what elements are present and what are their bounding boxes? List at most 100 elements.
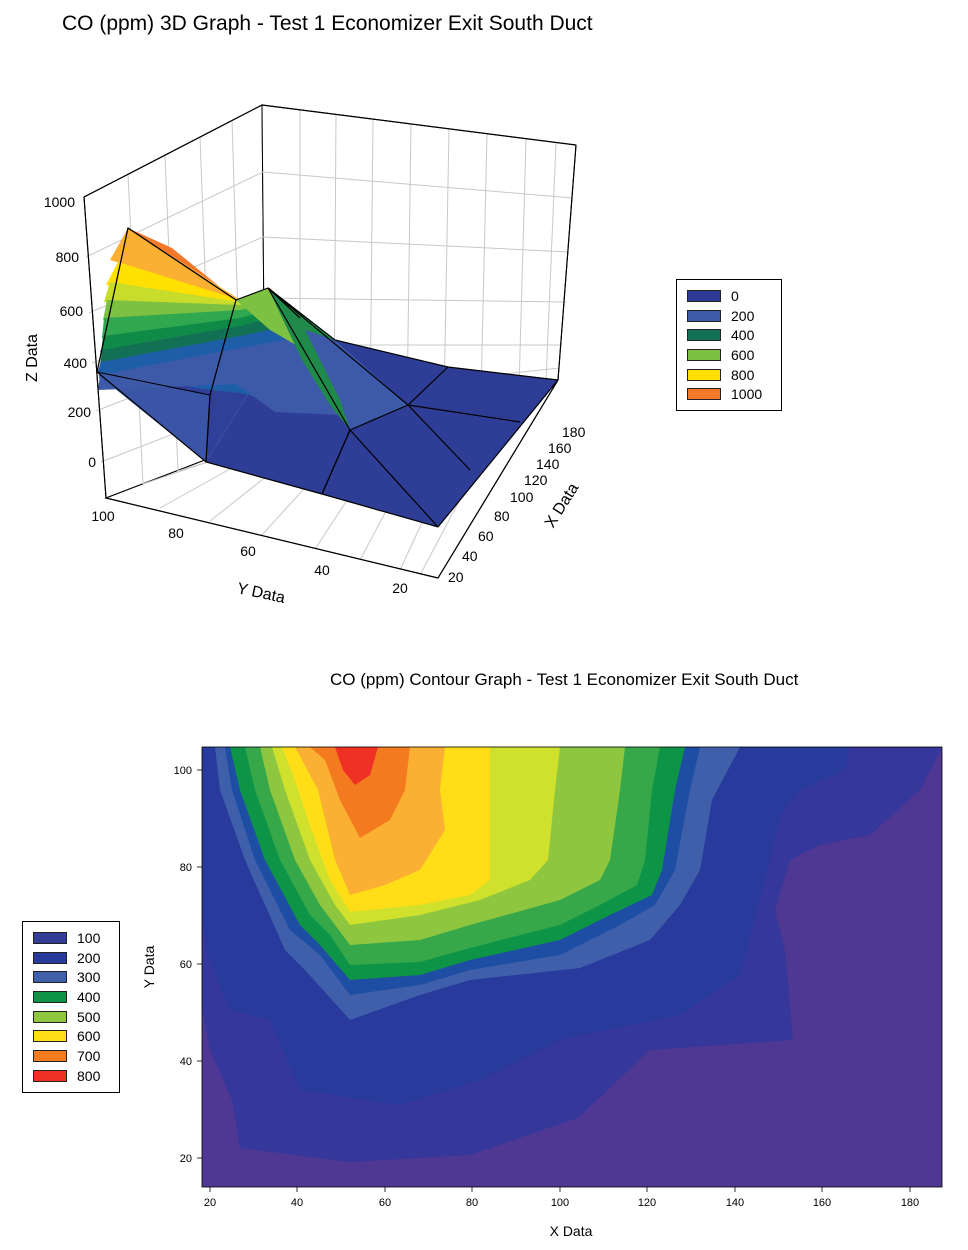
surface-z-axis-label: Z Data — [24, 334, 41, 382]
surface-legend-entry: 800 — [687, 365, 771, 385]
svg-text:0: 0 — [88, 454, 96, 470]
surface-legend-entry: 600 — [687, 345, 771, 365]
svg-text:140: 140 — [536, 456, 560, 472]
svg-text:60: 60 — [240, 543, 256, 559]
surface-legend-label: 0 — [731, 287, 739, 304]
svg-text:180: 180 — [562, 424, 586, 440]
surface-legend-label: 400 — [731, 327, 755, 344]
contour-ticks — [197, 769, 911, 1192]
contour-legend-label: 700 — [77, 1047, 101, 1064]
svg-text:120: 120 — [638, 1197, 656, 1209]
svg-text:80: 80 — [494, 508, 510, 524]
svg-text:100: 100 — [174, 765, 192, 777]
surface-x-tick-labels: 20 40 60 80 100 120 140 160 180 — [448, 424, 586, 585]
surface-legend-label: 1000 — [731, 386, 763, 403]
contour-legend-entry: 700 — [33, 1046, 109, 1066]
contour-legend-entry: 400 — [33, 987, 109, 1007]
svg-text:40: 40 — [314, 562, 330, 578]
contour-legend-swatch — [33, 990, 67, 1003]
svg-text:600: 600 — [60, 303, 84, 319]
contour-y-tick-labels: 100 80 60 40 20 — [174, 765, 192, 1165]
contour-legend-swatch — [33, 931, 67, 944]
contour-legend-label: 500 — [77, 1008, 101, 1025]
surface-legend-entry: 0 — [687, 286, 771, 306]
svg-text:200: 200 — [68, 404, 92, 420]
contour-legend-label: 600 — [77, 1028, 101, 1045]
contour-legend-label: 800 — [77, 1067, 101, 1084]
surface-z-tick-labels: 1000 800 600 400 200 0 — [44, 194, 96, 470]
surface-legend-label: 800 — [731, 366, 755, 383]
svg-text:120: 120 — [524, 472, 548, 488]
surface-legend-entry: 400 — [687, 325, 771, 345]
svg-text:80: 80 — [466, 1197, 478, 1209]
surface-legend-swatch — [687, 348, 721, 361]
contour-legend-entry: 100 — [33, 928, 109, 948]
contour-legend-entry: 200 — [33, 948, 109, 968]
surface-slope-lower — [305, 330, 408, 430]
surface-x-axis-label: X Data — [542, 480, 582, 531]
contour-legend-label: 400 — [77, 988, 101, 1005]
surface-legend-entry: 1000 — [687, 384, 771, 404]
contour-legend-label: 100 — [77, 929, 101, 946]
svg-text:400: 400 — [64, 355, 88, 371]
contour-x-axis-label: X Data — [550, 1223, 593, 1239]
surface-legend-swatch — [687, 329, 721, 342]
svg-text:20: 20 — [204, 1197, 216, 1209]
svg-text:60: 60 — [379, 1197, 391, 1209]
svg-text:800: 800 — [56, 249, 80, 265]
contour-chart-title: CO (ppm) Contour Graph - Test 1 Economiz… — [330, 670, 799, 689]
surface-slope-edge — [335, 340, 448, 410]
svg-text:20: 20 — [392, 580, 408, 596]
surface-legend-swatch — [687, 368, 721, 381]
surface-legend-entry: 200 — [687, 306, 771, 326]
svg-text:1000: 1000 — [44, 194, 75, 210]
surface-mesh — [96, 227, 559, 528]
surface-legend-swatch — [687, 309, 721, 322]
contour-legend-swatch — [33, 1010, 67, 1023]
contour-legend-swatch — [33, 1049, 67, 1062]
contour-chart: 20 40 60 80 100 120 140 160 180 100 80 6… — [141, 746, 943, 1239]
surface-y-tick-labels: 100 80 60 40 20 — [91, 508, 408, 596]
svg-text:80: 80 — [180, 862, 192, 874]
svg-text:100: 100 — [551, 1197, 569, 1209]
svg-text:60: 60 — [478, 528, 494, 544]
contour-legend-entry: 800 — [33, 1066, 109, 1086]
svg-text:100: 100 — [510, 489, 534, 505]
svg-text:20: 20 — [180, 1153, 192, 1165]
svg-text:40: 40 — [180, 1056, 192, 1068]
svg-text:40: 40 — [291, 1197, 303, 1209]
svg-text:160: 160 — [813, 1197, 831, 1209]
svg-text:20: 20 — [448, 569, 464, 585]
surface-legend-label: 600 — [731, 346, 755, 363]
svg-text:180: 180 — [901, 1197, 919, 1209]
contour-band-800 — [335, 747, 378, 785]
contour-legend-swatch — [33, 1069, 67, 1082]
surface-legend-swatch — [687, 289, 721, 302]
svg-text:160: 160 — [548, 440, 572, 456]
contour-legend-label: 300 — [77, 969, 101, 986]
surface-chart-title: CO (ppm) 3D Graph - Test 1 Economizer Ex… — [62, 12, 593, 35]
contour-legend-entry: 600 — [33, 1026, 109, 1046]
contour-legend: 100 200 300 400 500 600 700 800 — [22, 921, 120, 1093]
contour-band-700 — [310, 747, 410, 838]
contour-legend-entry: 300 — [33, 967, 109, 987]
surface-legend-swatch — [687, 388, 721, 401]
contour-legend-label: 200 — [77, 949, 101, 966]
contour-legend-swatch — [33, 971, 67, 984]
contour-legend-swatch — [33, 1030, 67, 1043]
contour-legend-entry: 500 — [33, 1007, 109, 1027]
contour-x-tick-labels: 20 40 60 80 100 120 140 160 180 — [204, 1197, 919, 1209]
surface-legend: 0 200 400 600 800 1000 — [676, 279, 782, 412]
surface-legend-label: 200 — [731, 307, 755, 324]
surface-axes — [83, 104, 577, 579]
surface-chart: 1000 800 600 400 200 0 100 80 60 40 20 2… — [24, 104, 586, 607]
svg-text:60: 60 — [180, 959, 192, 971]
svg-text:80: 80 — [168, 525, 184, 541]
contour-y-axis-label: Y Data — [141, 946, 157, 989]
contour-legend-swatch — [33, 951, 67, 964]
surface-y-axis-label: Y Data — [235, 580, 286, 607]
svg-text:140: 140 — [726, 1197, 744, 1209]
contour-plot-frame — [201, 746, 943, 1188]
svg-text:100: 100 — [91, 508, 115, 524]
